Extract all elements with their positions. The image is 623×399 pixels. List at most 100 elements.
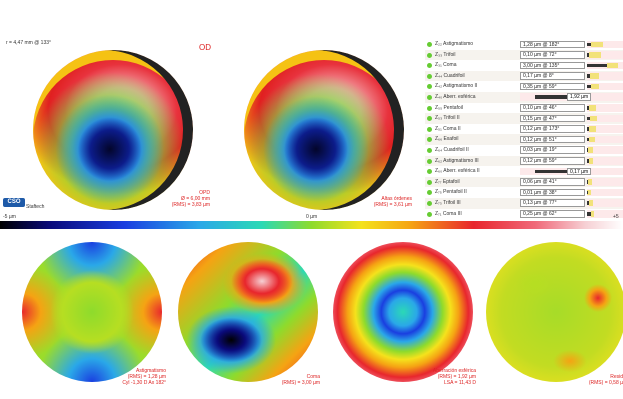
color-scale-bar (0, 221, 623, 229)
zernike-table: Z₂₂ Astigmatismo 1,28 µm @ 182° Z₃₃ Trifoi… (425, 39, 623, 219)
zernike-bar-zone (587, 135, 623, 144)
zernike-limit-bar (591, 83, 599, 90)
zernike-bar-zone (587, 157, 623, 165)
zernike-row[interactable]: Z₇₃ Trifoil III 0,13 µm @ 77° (425, 197, 623, 209)
check-icon (427, 190, 432, 196)
brand-name: Staftech (26, 204, 45, 210)
zernike-row[interactable]: Z₅₅ Pentafoil 0,10 µm @ 46° (425, 103, 623, 114)
check-icon (427, 137, 432, 143)
check-icon (427, 94, 432, 100)
zernike-label: Z₆₂ Astigmatismo III (435, 157, 479, 164)
cso-logo: CSO (3, 198, 25, 207)
zernike-limit-bar (590, 211, 595, 217)
spherical-title: Aberración esférica (432, 368, 476, 374)
zernike-limit-bar (588, 179, 592, 185)
check-icon (427, 158, 432, 164)
zernike-limit-bar (589, 105, 597, 111)
zernike-long-bar (535, 169, 567, 174)
zernike-bar-zone (587, 188, 623, 197)
zernike-limit-bar (590, 41, 604, 47)
radius-readout: r = 4,47 mm @ 133° (6, 40, 52, 46)
coma-map[interactable] (178, 242, 318, 382)
residual-rms: (RMS) = 0,58 µ (588, 380, 623, 386)
zernike-label: Z₅₅ Pentafoil (435, 104, 463, 111)
zernike-limit-bar (587, 147, 594, 153)
zernike-outside-value: 0,17 µm (567, 167, 592, 176)
scale-max: +5 (613, 214, 619, 220)
zernike-bar-zone (587, 210, 623, 218)
zernike-limit-bar (589, 136, 595, 143)
check-icon (427, 73, 432, 79)
check-icon (427, 63, 432, 69)
astig-title: Astigmatismo (135, 368, 166, 374)
coma-rms: (RMS) = 3,00 µm (281, 380, 320, 386)
check-icon (427, 169, 432, 175)
zernike-row[interactable]: Z₆₄ Cuadrifoil II 0,03 µm @ 19° (425, 145, 623, 156)
zernike-row[interactable]: Z₄₄ Cuadrifoil 0,17 µm @ 8° (425, 70, 623, 82)
zernike-label: Z₄₀ Aberr. esférica (435, 93, 476, 100)
zernike-bar-zone (587, 51, 623, 59)
check-icon (427, 211, 432, 217)
zernike-bar (587, 201, 590, 205)
zernike-bar-zone (587, 199, 623, 207)
zernike-value: 0,06 µm @ 41° (520, 178, 585, 186)
eye-label: OD (199, 43, 211, 52)
scale-min: -5 µm (3, 214, 16, 220)
zernike-value: 0,10 µm @ 72° (520, 51, 585, 59)
zernike-row[interactable]: Z₆₀ Aberr. esférica II 0,17 µm (425, 166, 623, 177)
zernike-row[interactable]: Z₇₁ Coma III 0,25 µm @ 62° (425, 209, 623, 220)
zernike-value: 0,35 µm @ 59° (520, 82, 585, 91)
zernike-bar (587, 84, 592, 89)
residual-title: Resid (610, 374, 623, 380)
zernike-value: 0,17 µm @ 8° (520, 72, 585, 80)
zernike-row[interactable]: Z₅₁ Coma II 0,12 µm @ 173° (425, 124, 623, 135)
high-order-map[interactable] (244, 50, 404, 210)
zernike-bar-zone (587, 178, 623, 186)
zernike-label: Z₆₀ Aberr. esférica II (435, 168, 480, 175)
zernike-row[interactable]: Z₃₁ Coma 3,00 µm @ 135° (425, 60, 623, 71)
check-icon (427, 200, 432, 206)
zernike-bar (587, 63, 607, 68)
zernike-bar-zone (587, 82, 623, 91)
residual-map[interactable] (486, 242, 623, 382)
astigmatism-map[interactable] (22, 242, 162, 382)
zernike-limit-bar (606, 62, 618, 69)
check-icon (427, 116, 432, 122)
zernike-value: 0,03 µm @ 19° (520, 146, 585, 154)
check-icon (427, 126, 432, 132)
zernike-bar (587, 42, 591, 46)
zernike-row[interactable]: Z₄₀ Aberr. esférica 1,92 µm (425, 91, 623, 103)
zernike-bar-zone (587, 72, 623, 80)
zernike-row[interactable]: Z₄₂ Astigmatismo II 0,35 µm @ 59° (425, 81, 623, 92)
zernike-value: 0,10 µm @ 46° (520, 104, 585, 112)
high-order-rms: (RMS) = 3,61 µm (373, 202, 412, 208)
zernike-label: Z₃₁ Coma (435, 62, 457, 69)
zernike-bar (587, 159, 590, 163)
spherical-lsa: LSA = 11,43 D (443, 380, 476, 386)
check-icon (427, 147, 432, 153)
zernike-row[interactable]: Z₅₃ Trifoil II 0,15 µm @ 47° (425, 113, 623, 124)
zernike-bar (587, 212, 591, 216)
zernike-value: 0,01 µm @ 38° (520, 188, 585, 197)
zernike-row[interactable]: Z₇₅ Pentafoil II 0,01 µm @ 38° (425, 187, 623, 198)
zernike-row[interactable]: Z₃₃ Trifoil 0,10 µm @ 72° (425, 49, 623, 61)
zernike-value: 0,15 µm @ 47° (520, 114, 585, 123)
opd-title: OPD (199, 190, 210, 196)
spherical-rms: (RMS) = 1,92 µm (437, 374, 476, 380)
zernike-bar-zone (587, 93, 623, 101)
zernike-bar (587, 127, 590, 131)
check-icon (427, 179, 432, 185)
check-icon (427, 42, 432, 47)
zernike-limit-bar (589, 73, 599, 79)
spherical-map[interactable] (333, 242, 473, 382)
opd-map[interactable] (33, 50, 193, 210)
zernike-row[interactable]: Z₆₆ Exafoil 0,12 µm @ 51° (425, 134, 623, 145)
zernike-label: Z₅₁ Coma II (435, 125, 461, 132)
zernike-label: Z₄₄ Cuadrifoil (435, 72, 465, 79)
zernike-bar-zone (587, 114, 623, 123)
astig-cyl: Cyl -1,30 D Ax 182° (122, 380, 166, 386)
zernike-row[interactable]: Z₆₂ Astigmatismo III 0,12 µm @ 59° (425, 155, 623, 167)
zernike-row[interactable]: Z₂₂ Astigmatismo 1,28 µm @ 182° (425, 39, 623, 50)
coma-title: Coma (306, 374, 320, 380)
zernike-row[interactable]: Z₇₇ Eptafoil 0,06 µm @ 41° (425, 176, 623, 188)
